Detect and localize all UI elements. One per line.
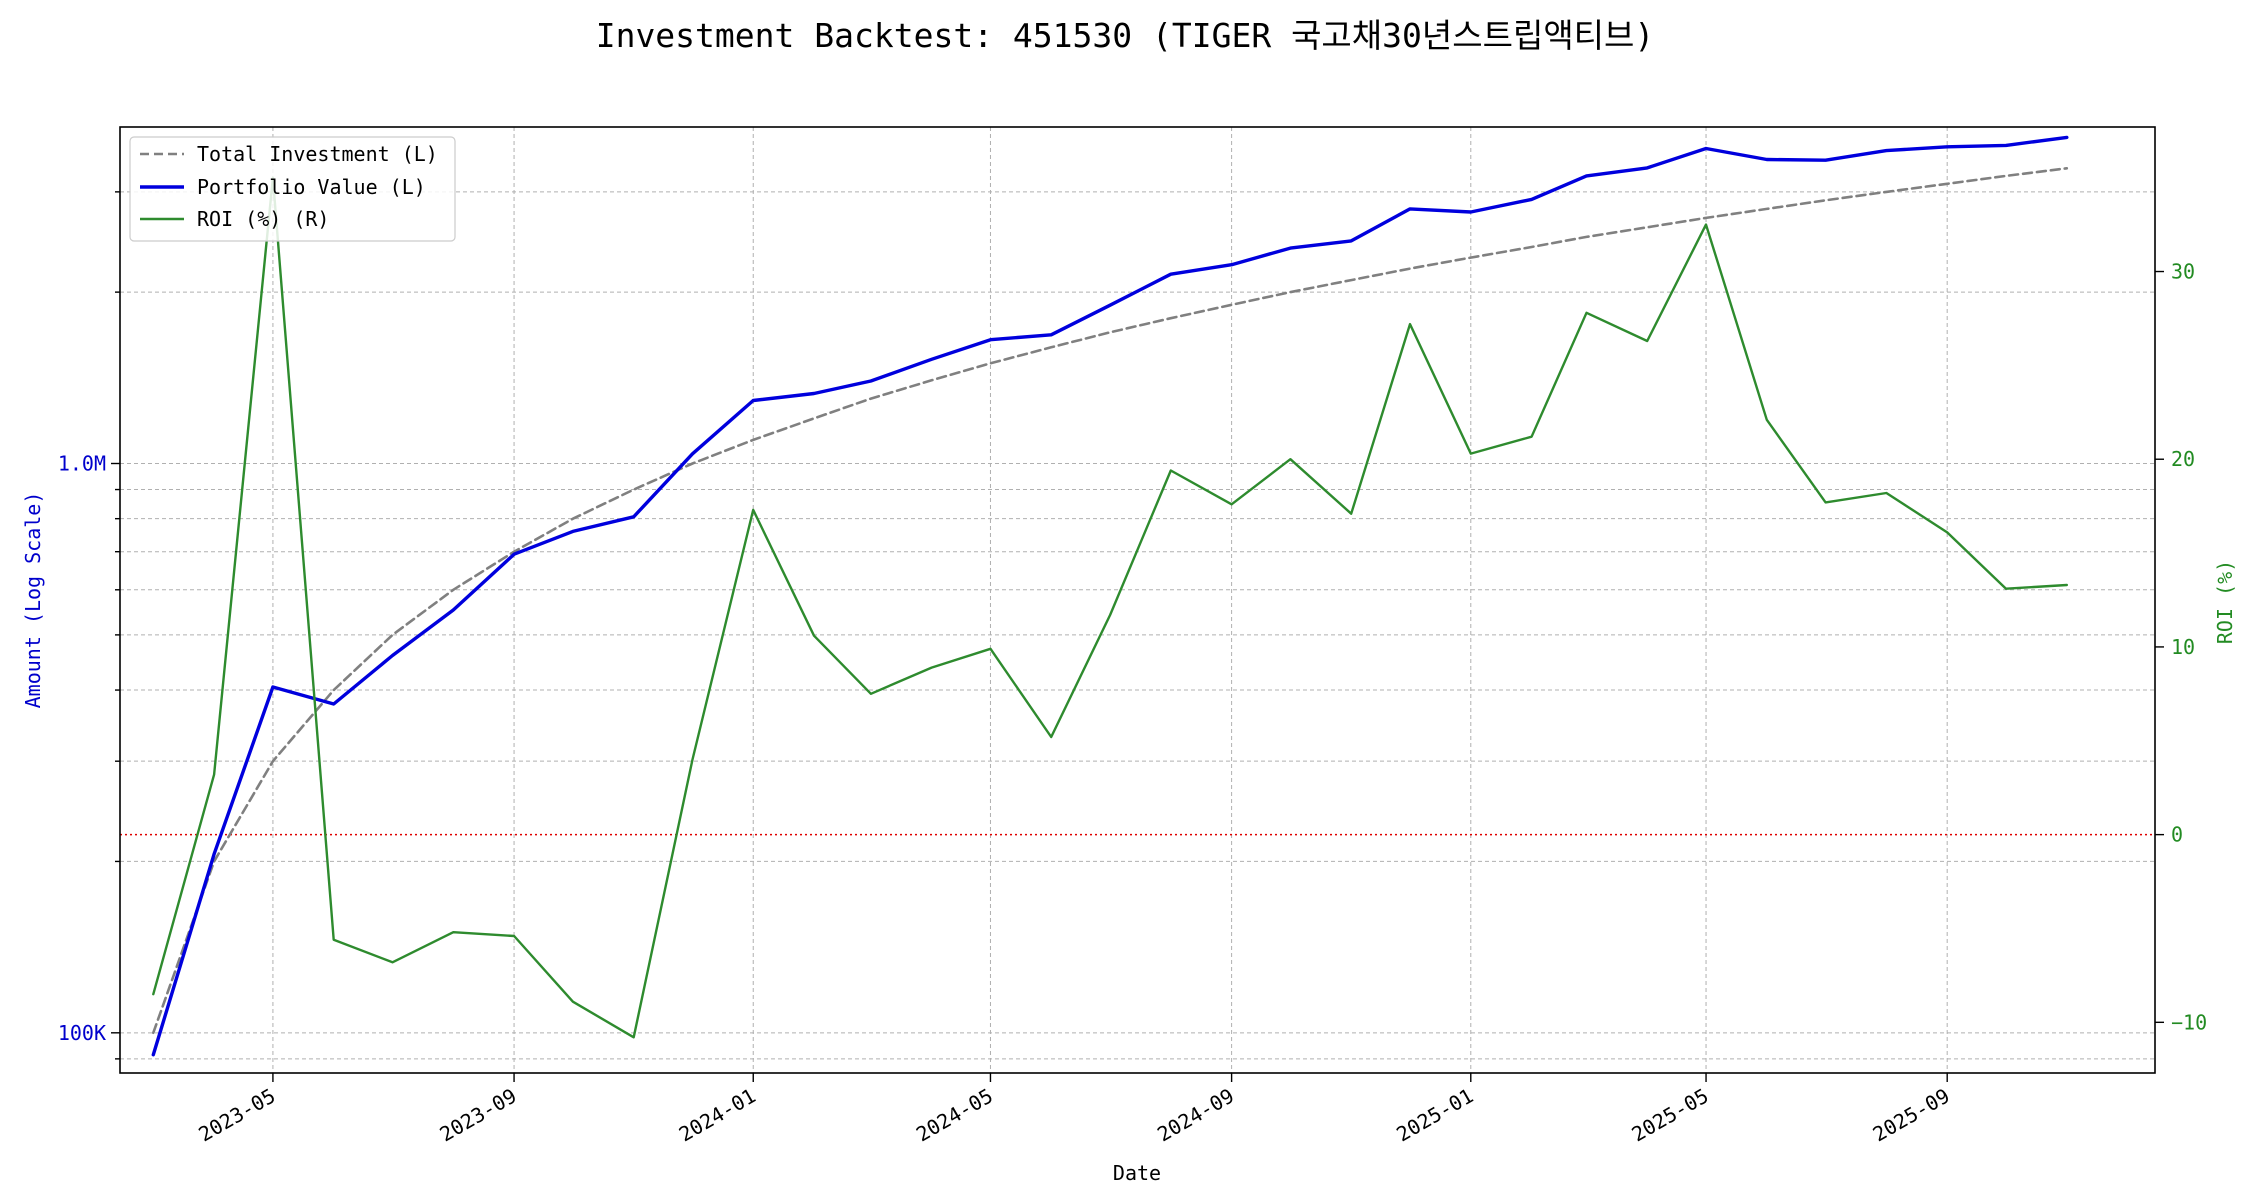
right-tick-label: 30 [2171,260,2195,284]
legend-label-portfolio-value: Portfolio Value (L) [197,175,426,199]
legend-label-total-investment: Total Investment (L) [197,142,438,166]
left-tick-label: 100K [58,1021,106,1045]
series-layer [151,135,2069,1057]
series-roi [152,176,2069,1039]
right-y-axis-label: ROI (%) [2213,560,2237,644]
left-y-axis-label: Amount (Log Scale) [21,492,45,709]
series-portfolio-value [151,135,2069,1057]
chart-title: Investment Backtest: 451530 (TIGER 국고채30… [596,16,1655,55]
right-tick-label: 20 [2171,447,2195,471]
plot-frame [119,126,2156,1074]
left-tick-label: 1.0M [58,452,106,476]
right-tick-label: 10 [2171,635,2195,659]
right-tick-label: −10 [2171,1010,2207,1034]
series-total-investment [152,167,2069,1035]
legend-box [129,136,456,242]
legend: Total Investment (L) Portfolio Value (L)… [129,136,456,242]
x-axis-label: Date [1113,1161,1161,1185]
right-tick-label: 0 [2171,823,2183,847]
legend-label-roi: ROI (%) (R) [197,207,329,231]
